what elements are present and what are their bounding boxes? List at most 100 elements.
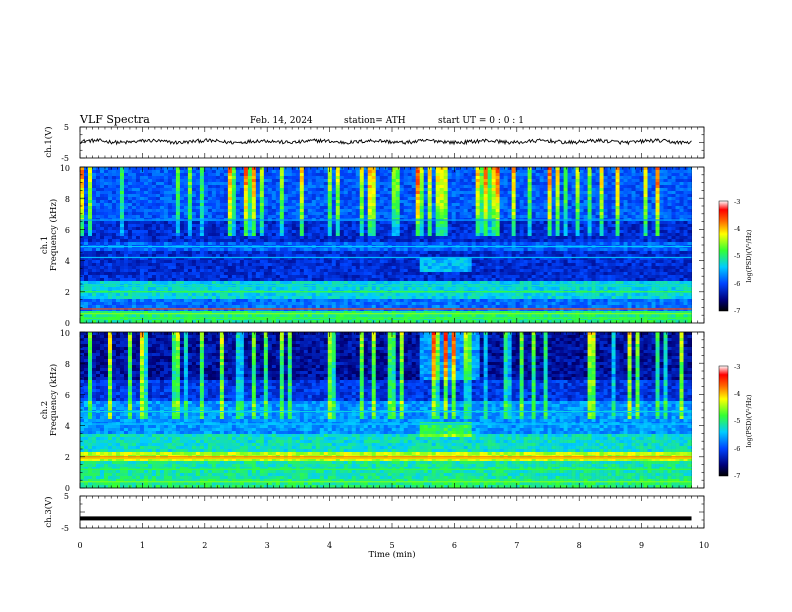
spectrogram-cell — [227, 197, 233, 201]
spectrogram-cell — [419, 191, 425, 195]
spectrogram-cell — [435, 257, 441, 261]
spectrogram-cell — [123, 260, 129, 264]
spectrogram-cell — [251, 197, 257, 201]
spectrogram-cell — [251, 305, 257, 309]
spectrogram-cell — [455, 170, 461, 174]
spectrogram-cell — [459, 269, 464, 273]
spectrogram-cell — [155, 173, 161, 177]
spectrogram-cell — [359, 254, 365, 258]
spectrogram-cell — [151, 275, 157, 279]
spectrogram-cell — [387, 254, 393, 258]
spectrogram-cell — [175, 200, 181, 204]
spectrogram-cell — [447, 179, 453, 183]
spectrogram-cell — [451, 266, 457, 270]
spectrogram-cell — [287, 167, 293, 171]
spectrogram-cell — [95, 188, 101, 192]
spectrogram-cell — [187, 182, 193, 186]
spectrogram-cell — [343, 173, 349, 177]
spectrogram-cell — [163, 281, 169, 285]
spectrogram-cell — [139, 203, 145, 207]
spectrogram-cell — [139, 278, 145, 282]
spectrogram-cell — [127, 209, 133, 213]
spectrogram-cell — [115, 188, 121, 192]
spectrogram-cell — [131, 272, 137, 276]
spectrogram-cell — [351, 299, 357, 303]
spectrogram-cell — [187, 179, 193, 183]
spectrogram-cell — [319, 275, 325, 279]
spectrogram-cell — [451, 293, 457, 297]
spectrogram-cell — [183, 173, 189, 177]
spectrogram-cell — [323, 170, 329, 174]
spectrogram-cell — [195, 167, 201, 171]
spectrogram-cell — [243, 278, 249, 282]
spectrogram-cell — [211, 230, 217, 234]
spectrogram-cell — [427, 239, 433, 243]
spectrogram-cell — [371, 293, 377, 297]
spectrogram-cell — [375, 260, 381, 264]
spectrogram-cell — [319, 293, 325, 297]
spectrogram-cell — [135, 215, 141, 219]
spectrogram-cell — [347, 320, 353, 324]
spectrogram-cell — [87, 299, 93, 303]
spectrogram-cell — [371, 185, 377, 189]
spectrogram-cell — [179, 296, 185, 300]
spectrogram-cell — [451, 239, 457, 243]
spectrogram-cell — [347, 167, 353, 171]
spectrogram-cell — [283, 230, 289, 234]
spectrogram-cell — [119, 305, 125, 309]
spectrogram-cell — [263, 182, 269, 186]
spectrogram-cell — [223, 179, 229, 183]
spectrogram-cell — [327, 212, 333, 216]
spectrogram-cell — [435, 170, 441, 174]
spectrogram-cell — [163, 203, 169, 207]
spectrogram-cell — [223, 254, 229, 258]
spectrogram-cell — [395, 251, 401, 255]
spectrogram-cell — [115, 203, 121, 207]
spectrogram-cell — [275, 227, 281, 231]
spectrogram-cell — [359, 314, 365, 318]
spectrogram-cell — [119, 215, 125, 219]
spectrogram-cell — [107, 224, 113, 228]
spectrogram-cell — [175, 272, 181, 276]
spectrogram-cell — [287, 212, 293, 216]
spectrogram-cell — [319, 236, 325, 240]
spectrogram-cell — [271, 260, 277, 264]
spectrogram-cell — [323, 233, 329, 237]
spectrogram-cell — [251, 176, 257, 180]
spectrogram-cell — [315, 302, 321, 306]
spectrogram-cell — [299, 209, 305, 213]
spectrogram-cell — [139, 254, 145, 258]
spectrogram-cell — [391, 296, 397, 300]
spectrogram-cell — [167, 224, 173, 228]
spectrogram-cell — [379, 275, 385, 279]
spectrogram-cell — [259, 260, 265, 264]
spectrogram-cell — [179, 239, 185, 243]
spectrogram-cell — [339, 239, 345, 243]
spectrogram-cell — [335, 182, 341, 186]
spectrogram-cell — [323, 212, 329, 216]
spectrogram-cell — [235, 236, 241, 240]
spectrogram-cell — [391, 185, 397, 189]
spectrogram-cell — [299, 203, 305, 207]
spectrogram-cell — [359, 269, 365, 273]
spectrogram-cell — [359, 191, 365, 195]
spectrogram-cell — [331, 200, 337, 204]
spectrogram-cell — [435, 239, 441, 243]
spectrogram-cell — [275, 302, 281, 306]
spectrogram-cell — [279, 260, 285, 264]
spectrogram-cell — [379, 179, 385, 183]
spectrogram-cell — [459, 227, 464, 231]
spectrogram-cell — [195, 194, 201, 198]
spectrogram-cell — [203, 293, 209, 297]
spectrogram-cell — [147, 230, 153, 234]
spectrogram-cell — [275, 212, 281, 216]
spectrogram-cell — [395, 269, 401, 273]
spectrogram-cell — [387, 293, 393, 297]
spectrogram-cell — [243, 311, 249, 315]
spectrogram-cell — [231, 236, 237, 240]
spectrogram-cell — [423, 263, 429, 267]
spectrogram-cell — [443, 281, 449, 285]
spectrogram-cell — [179, 233, 185, 237]
spectrogram-cell — [95, 227, 101, 231]
spectrogram-cell — [399, 200, 405, 204]
